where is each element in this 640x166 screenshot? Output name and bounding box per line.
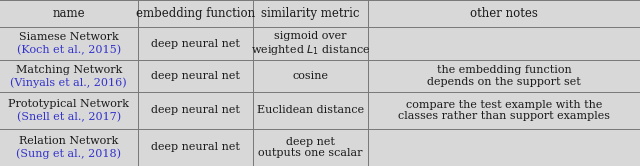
Text: Matching Network: Matching Network xyxy=(15,65,122,75)
Text: (Snell et al., 2017): (Snell et al., 2017) xyxy=(17,112,121,122)
Text: the embedding function
depends on the support set: the embedding function depends on the su… xyxy=(427,65,581,87)
Text: (Vinyals et al., 2016): (Vinyals et al., 2016) xyxy=(10,77,127,87)
Text: Relation Network: Relation Network xyxy=(19,136,118,146)
Text: cosine: cosine xyxy=(292,71,328,81)
Text: deep neural net: deep neural net xyxy=(151,142,239,152)
Text: deep net
outputs one scalar: deep net outputs one scalar xyxy=(258,136,363,158)
Text: Siamese Network: Siamese Network xyxy=(19,32,118,42)
Text: similarity metric: similarity metric xyxy=(261,7,360,20)
Text: compare the test example with the
classes rather than support examples: compare the test example with the classe… xyxy=(398,100,610,121)
Text: Euclidean distance: Euclidean distance xyxy=(257,105,364,115)
Text: other notes: other notes xyxy=(470,7,538,20)
Text: sigmoid over
weighted $L_1$ distance: sigmoid over weighted $L_1$ distance xyxy=(251,31,370,57)
Text: deep neural net: deep neural net xyxy=(151,39,239,49)
Text: (Koch et al., 2015): (Koch et al., 2015) xyxy=(17,45,121,55)
Text: embedding function: embedding function xyxy=(136,7,255,20)
Text: Prototypical Network: Prototypical Network xyxy=(8,99,129,109)
Text: deep neural net: deep neural net xyxy=(151,71,239,81)
Text: (Sung et al., 2018): (Sung et al., 2018) xyxy=(16,148,122,159)
Text: name: name xyxy=(52,7,85,20)
Text: deep neural net: deep neural net xyxy=(151,105,239,115)
